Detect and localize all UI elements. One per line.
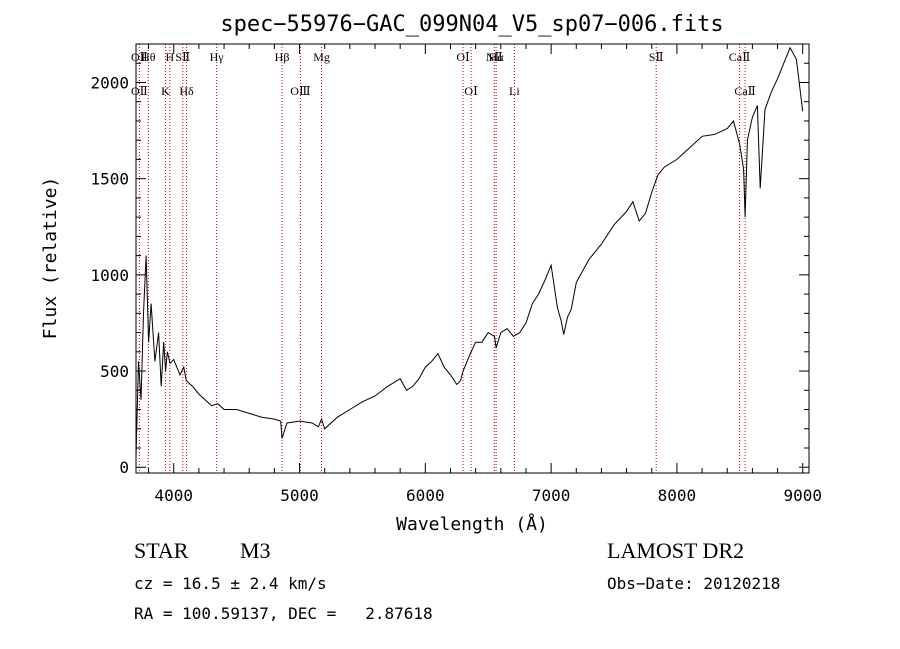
y-tick-label: 1000	[90, 266, 129, 285]
line-marker-label: CaⅡ	[729, 50, 751, 64]
y-tick-label: 1500	[90, 170, 129, 189]
x-axis-ticks: 4000 5000 6000 7000 8000 9000	[148, 44, 822, 505]
line-marker-label: NⅡ	[486, 50, 503, 64]
line-marker-label: Li	[509, 84, 520, 98]
x-axis-label: Wavelength (Å)	[396, 513, 548, 535]
obs-date-text: Obs−Date: 20120218	[607, 574, 781, 593]
line-marker-label: OⅠ	[464, 84, 478, 98]
line-marker-label: Hβ	[275, 50, 290, 64]
x-tick-label: 9000	[783, 486, 822, 505]
line-marker-label: SⅡ	[649, 50, 664, 64]
line-marker-label: Hγ	[210, 50, 225, 64]
survey-name: LAMOST DR2	[607, 538, 745, 563]
y-axis-label: Flux (relative)	[40, 177, 61, 340]
line-marker-label: H	[166, 50, 175, 64]
line-marker-label: Hα	[489, 50, 505, 64]
line-marker-label: Hδ	[179, 84, 194, 98]
line-marker-label: OⅡ	[131, 50, 148, 64]
x-tick-label: 6000	[406, 486, 445, 505]
chart-title: spec−55976−GAC_099N04_V5_sp07−006.fits	[220, 12, 723, 37]
x-tick-label: 7000	[532, 486, 571, 505]
spectrum-line	[135, 46, 804, 458]
redshift-text: cz = 16.5 ± 2.4 km/s	[134, 574, 327, 593]
y-tick-label: 2000	[90, 73, 129, 92]
line-marker-label: CaⅡ	[734, 84, 756, 98]
y-tick-label: 0	[119, 458, 129, 477]
y-tick-label: 500	[100, 362, 129, 381]
line-marker-label: K	[161, 84, 170, 98]
x-tick-label: 8000	[658, 486, 697, 505]
y-axis-ticks: 0 500 1000 1500 2000	[90, 62, 809, 477]
line-marker-label: Mg	[313, 50, 330, 64]
line-marker-label: OⅡ	[131, 84, 148, 98]
line-marker-label: SⅡ	[175, 50, 190, 64]
coordinates-text: RA = 100.59137, DEC = 2.87618	[134, 604, 433, 623]
line-marker-label: Hθ	[141, 50, 156, 64]
plot-frame	[135, 43, 810, 474]
line-marker-label: OⅠ	[456, 50, 470, 64]
x-tick-label: 5000	[280, 486, 319, 505]
line-marker-label: OⅢ	[290, 84, 310, 98]
object-class: STAR	[134, 538, 189, 563]
x-tick-label: 4000	[154, 486, 193, 505]
spectral-subclass: M3	[240, 538, 271, 563]
